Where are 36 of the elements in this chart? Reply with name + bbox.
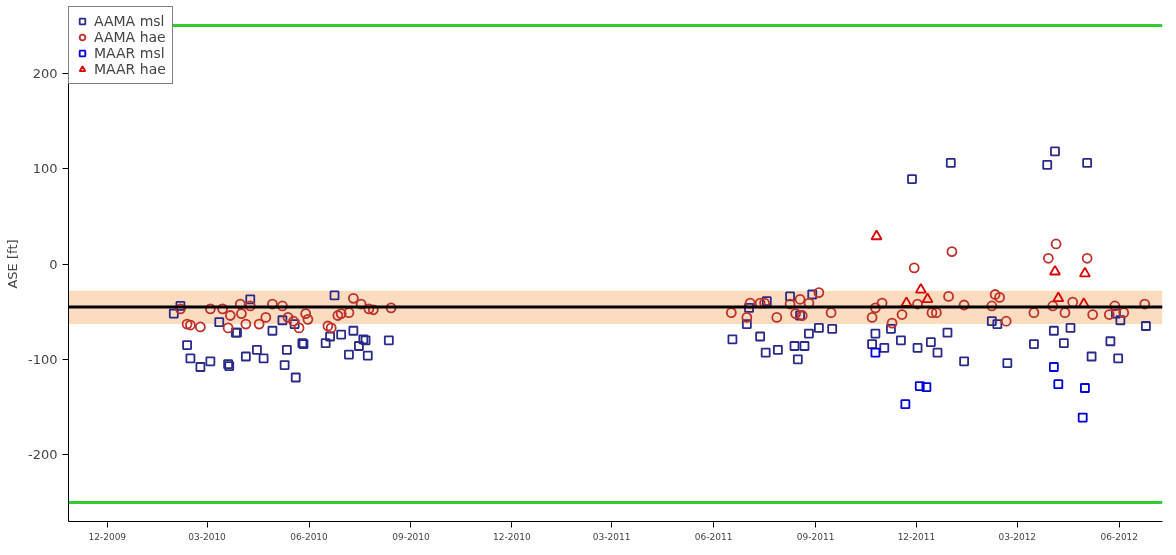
x-tick-label: 06-2012 [1100, 531, 1139, 542]
point [1080, 383, 1090, 393]
point [900, 296, 913, 307]
point [1049, 264, 1061, 276]
point [914, 283, 927, 294]
point [1048, 362, 1059, 372]
point [1052, 291, 1065, 303]
y-tick-label: 100 [32, 161, 58, 177]
x-tick-label: 03-2011 [592, 531, 631, 542]
y-tick-label: -100 [28, 351, 58, 367]
point [1079, 266, 1091, 278]
legend-label: MAAR msl [94, 45, 165, 61]
y-tick-label: -200 [28, 447, 58, 463]
point [1053, 379, 1064, 390]
x-tick-label: 06-2010 [290, 531, 329, 542]
x-tick-label: 06-2011 [694, 531, 733, 542]
point [921, 382, 932, 392]
point [1077, 412, 1088, 423]
x-tick-label: 12-2011 [897, 531, 936, 542]
y-axis-title: ASE [ft] [5, 239, 20, 289]
legend-label: MAAR hae [94, 61, 166, 77]
point [914, 381, 925, 391]
x-tick-label: 12-2009 [88, 531, 127, 542]
x-tick-label: 03-2010 [188, 531, 227, 542]
point [921, 292, 934, 304]
legend-label: AAMA hae [94, 29, 166, 45]
point [870, 347, 881, 358]
x-tick-label: 09-2010 [392, 531, 431, 542]
point [900, 399, 911, 410]
legend-label: AAMA msl [94, 13, 165, 29]
y-tick-label: 0 [49, 256, 58, 272]
y-tick-label: 200 [32, 65, 58, 81]
x-tick-label: 03-2012 [998, 531, 1037, 542]
x-tick-label: 09-2011 [796, 531, 835, 542]
point [870, 229, 883, 241]
x-tick-label: 12-2010 [493, 531, 531, 542]
